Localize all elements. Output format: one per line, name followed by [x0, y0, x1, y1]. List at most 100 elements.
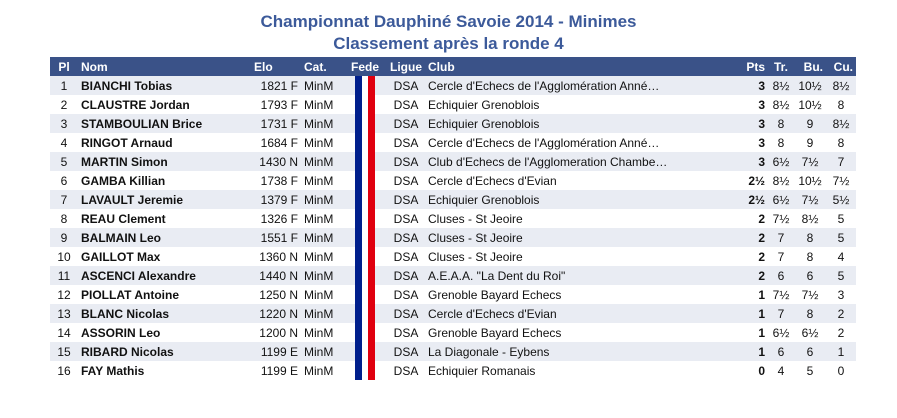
- cell-name: BALMAIN Leo: [78, 228, 234, 247]
- table-row: 12 PIOLLAT Antoine 1250 N MinM DSA Grenoble B…: [50, 285, 856, 304]
- fede-cell: [343, 95, 387, 114]
- cell-pts: 3: [740, 76, 768, 95]
- cell-bu: 9: [806, 135, 814, 150]
- cell-tr: 7: [777, 249, 785, 264]
- cell-rank: 9: [50, 228, 78, 247]
- cell-cat: MinM: [301, 304, 343, 323]
- cell-cu: 8: [837, 97, 845, 112]
- fede-cell: [343, 323, 387, 342]
- cell-name: BLANC Nicolas: [78, 304, 234, 323]
- cell-club: Cluses - St Jeoire: [428, 249, 523, 264]
- cell-pts: 3: [758, 135, 765, 150]
- header-cat: Cat.: [301, 57, 343, 76]
- cell-pts: 2: [740, 228, 768, 247]
- cell-tr: 6½: [772, 325, 790, 340]
- cell-rank: 4: [60, 135, 68, 150]
- page-title: Championnat Dauphiné Savoie 2014 - Minim…: [260, 12, 637, 31]
- cell-name: BIANCHI Tobias: [78, 76, 234, 95]
- cell-tr: 4: [777, 363, 785, 378]
- table-header: Pl Nom Elo Cat. Fede Ligue Club Pts Tr. …: [50, 57, 856, 76]
- cell-ligue: DSA: [393, 211, 419, 226]
- cell-cu: 5: [826, 266, 856, 285]
- cell-bu: 8½: [801, 211, 819, 226]
- france-flag-icon: [355, 228, 376, 247]
- cell-cu: 3: [837, 287, 845, 302]
- cell-name: GAMBA Killian: [81, 173, 166, 188]
- cell-ligue: DSA: [387, 114, 425, 133]
- table-row: 1 BIANCHI Tobias 1821 F MinM DSA Cercle d'Ech…: [50, 76, 856, 95]
- header-club: Club: [425, 57, 740, 76]
- cell-club: Cercle d'Echecs de l'Agglomération Anné…: [425, 76, 740, 95]
- cell-ligue: DSA: [387, 342, 425, 361]
- france-flag-icon: [355, 342, 376, 361]
- cell-rank: 5: [50, 152, 78, 171]
- cell-ligue: DSA: [387, 228, 425, 247]
- table-row: 5 MARTIN Simon 1430 N MinM DSA Club d'Echecs …: [50, 152, 856, 171]
- cell-rank: 1: [50, 76, 78, 95]
- cell-cat: MinM: [301, 114, 343, 133]
- cell-tr: 7½: [772, 211, 790, 226]
- cell-tr: 8½: [768, 76, 794, 95]
- france-flag-icon: [355, 323, 376, 342]
- cell-elo: 1379 F: [234, 190, 301, 209]
- fede-cell: [343, 342, 387, 361]
- cell-cat: MinM: [301, 190, 343, 209]
- cell-name: GAILLOT Max: [81, 249, 161, 264]
- cell-ligue: DSA: [393, 249, 419, 264]
- cell-cu: 8: [837, 135, 845, 150]
- cell-tr: 8: [777, 135, 785, 150]
- cell-cat: MinM: [304, 249, 334, 264]
- header-ligue: Ligue: [387, 57, 425, 76]
- cell-tr: 6: [768, 266, 794, 285]
- france-flag-icon: [355, 114, 376, 133]
- cell-rank: 10: [57, 249, 71, 264]
- cell-ligue: DSA: [387, 76, 425, 95]
- cell-cu: 1: [826, 342, 856, 361]
- table-row: 8 REAU Clement 1326 F MinM DSA Cluses - St Je…: [50, 209, 856, 228]
- cell-pts: 3: [740, 152, 768, 171]
- cell-tr: 6½: [768, 152, 794, 171]
- cell-club: Echiquier Grenoblois: [425, 190, 740, 209]
- cell-bu: 7½: [794, 152, 826, 171]
- cell-cat: MinM: [304, 287, 334, 302]
- table-row: 6 GAMBA Killian 1738 F MinM DSA Cercle d'Eche…: [50, 171, 856, 190]
- cell-elo: 1199 E: [234, 342, 301, 361]
- cell-ligue: DSA: [393, 135, 419, 150]
- cell-rank: 16: [57, 363, 71, 378]
- cell-bu: 6: [794, 342, 826, 361]
- cell-pts: 2: [758, 249, 765, 264]
- france-flag-icon: [355, 266, 376, 285]
- fede-cell: [343, 76, 387, 95]
- cell-bu: 10½: [798, 97, 822, 112]
- cell-tr: 6½: [768, 190, 794, 209]
- cell-club: Echiquier Grenoblois: [425, 114, 740, 133]
- cell-bu: 10½: [794, 76, 826, 95]
- fede-cell: [343, 190, 387, 209]
- cell-elo: 1326 F: [260, 211, 298, 226]
- table-row: 4 RINGOT Arnaud 1684 F MinM DSA Cercle d'Eche…: [50, 133, 856, 152]
- header-bu: Bu.: [794, 57, 826, 76]
- cell-cu: 4: [837, 249, 845, 264]
- cell-elo: 1200 N: [259, 325, 298, 340]
- cell-pts: 1: [758, 325, 765, 340]
- cell-ligue: DSA: [393, 325, 419, 340]
- cell-name: MARTIN Simon: [78, 152, 234, 171]
- cell-rank: 11: [50, 266, 78, 285]
- table-row: 10 GAILLOT Max 1360 N MinM DSA Cluses - St Je…: [50, 247, 856, 266]
- cell-pts: 1: [740, 342, 768, 361]
- table-row: 16 FAY Mathis 1199 E MinM DSA Echiquier Roman…: [50, 361, 856, 380]
- table-row: 7 LAVAULT Jeremie 1379 F MinM DSA Echiquier G…: [50, 190, 856, 209]
- cell-cat: MinM: [304, 173, 334, 188]
- cell-club: Club d'Echecs de l'Agglomeration Chambe…: [425, 152, 740, 171]
- cell-club: Echiquier Grenoblois: [428, 97, 540, 112]
- cell-bu: 9: [794, 114, 826, 133]
- table-row: 9 BALMAIN Leo 1551 F MinM DSA Cluses - St Jeo…: [50, 228, 856, 247]
- fede-cell: [343, 304, 387, 323]
- france-flag-icon: [355, 361, 376, 380]
- cell-club: Cluses - St Jeoire: [428, 211, 523, 226]
- cell-cu: 5: [837, 211, 845, 226]
- table-row: 14 ASSORIN Leo 1200 N MinM DSA Grenoble Bayar…: [50, 323, 856, 342]
- france-flag-icon: [355, 285, 376, 304]
- cell-club: Cercle d'Echecs de l'Agglomération Anné…: [428, 135, 660, 150]
- cell-name: REAU Clement: [81, 211, 166, 226]
